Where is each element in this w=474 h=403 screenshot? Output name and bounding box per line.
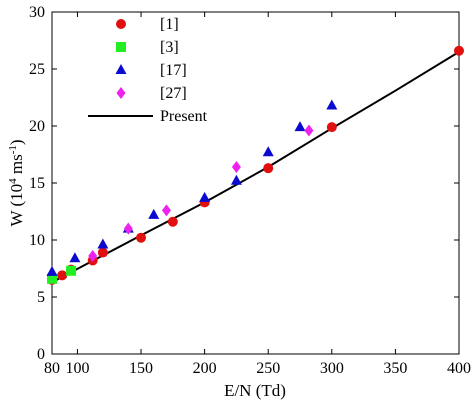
data-point-triangle [262, 146, 274, 157]
x-tick-label: 150 [129, 360, 153, 377]
data-point-triangle [230, 174, 242, 185]
data-point-circle [57, 270, 68, 281]
legend-marker-square [116, 42, 126, 52]
y-tick-label: 5 [37, 289, 45, 306]
x-tick-label: 80 [44, 360, 60, 377]
data-point-triangle [97, 238, 109, 249]
present-line [51, 51, 460, 284]
y-tick-label: 20 [29, 118, 45, 135]
data-point-circle [454, 45, 464, 56]
legend: [1] [3] [17] [27] Present [88, 16, 208, 125]
x-tick-label: 200 [193, 360, 217, 377]
data-point-circle [326, 122, 337, 133]
legend-marker-diamond [116, 87, 126, 99]
x-axis-title: E/N (Td) [224, 381, 286, 400]
x-tick-label: 300 [320, 360, 344, 377]
x-tick-label: 100 [65, 360, 89, 377]
legend-label: [27] [160, 85, 187, 102]
data-point-circle [167, 216, 178, 227]
data-point-triangle [69, 252, 81, 263]
data-point-diamond [304, 124, 314, 137]
data-point-diamond [161, 204, 171, 217]
y-axis-title-exp1: 4 [7, 178, 19, 184]
legend-label: [17] [160, 62, 187, 79]
data-point-diamond [123, 222, 133, 235]
x-tick-label: 400 [447, 360, 471, 377]
legend-label: [3] [160, 39, 179, 56]
legend-label: Present [160, 108, 208, 125]
data-point-circle [263, 163, 274, 174]
legend-marker-triangle [115, 64, 127, 74]
data-point-triangle [199, 191, 211, 202]
y-axis-ticks: 0 5 10 15 20 25 30 [29, 4, 459, 363]
legend-label: [1] [160, 16, 179, 33]
legend-marker-circle [116, 19, 126, 29]
y-tick-label: 25 [29, 61, 45, 78]
data-point-circle [97, 247, 108, 258]
data-markers [46, 45, 464, 285]
y-axis-title-exp2: -1 [7, 145, 19, 154]
y-axis-title: W (104 ms-1) [7, 139, 26, 226]
data-point-diamond [88, 249, 98, 262]
y-tick-label: 10 [29, 232, 45, 249]
x-tick-label: 250 [256, 360, 280, 377]
data-point-square [47, 273, 57, 284]
present-line-group [51, 51, 460, 284]
y-tick-label: 0 [37, 346, 45, 363]
data-point-triangle [46, 265, 58, 276]
data-point-triangle [326, 99, 338, 110]
y-axis-title-main: W (10 [7, 184, 26, 227]
y-axis-title-mid: ms [7, 154, 26, 178]
y-tick-label: 15 [29, 175, 45, 192]
x-tick-label: 350 [383, 360, 407, 377]
y-tick-label: 30 [29, 4, 45, 21]
x-axis-ticks: 80 100 150 200 250 300 350 400 [44, 12, 471, 377]
data-point-circle [136, 232, 147, 243]
data-point-diamond [231, 161, 241, 174]
y-axis-title-end: ) [7, 139, 26, 145]
data-point-triangle [148, 208, 160, 219]
data-point-triangle [294, 121, 306, 132]
data-point-square [66, 265, 77, 276]
plot-frame [51, 11, 460, 355]
